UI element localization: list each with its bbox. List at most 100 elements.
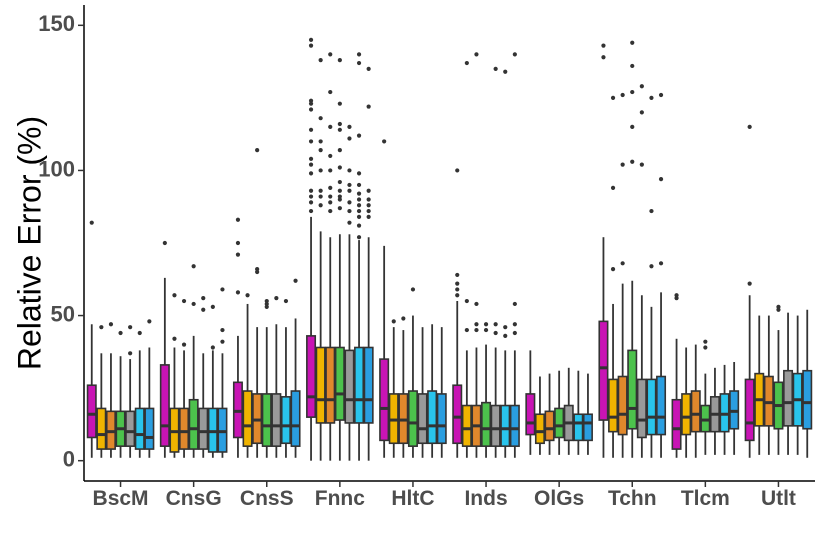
box xyxy=(344,349,355,424)
box xyxy=(159,364,170,447)
outlier-point xyxy=(503,69,508,74)
outlier-point xyxy=(308,101,314,106)
outlier-point xyxy=(337,188,342,193)
outlier-point xyxy=(658,261,664,266)
outlier-point xyxy=(747,281,752,286)
outlier-point xyxy=(337,194,342,199)
outlier-point xyxy=(308,139,314,144)
outlier-point xyxy=(255,148,260,153)
box-group-olgs xyxy=(525,350,593,455)
outlier-point xyxy=(703,339,708,344)
outlier-point xyxy=(630,63,635,69)
outlier-point xyxy=(201,307,206,312)
outlier-point xyxy=(308,171,314,176)
outlier-point xyxy=(162,240,167,246)
outlier-point xyxy=(264,298,269,304)
box xyxy=(681,393,692,436)
outlier-point xyxy=(474,52,479,57)
outlier-point xyxy=(347,124,352,130)
outlier-point xyxy=(649,95,654,100)
y-ticks: 0 50 100 150 xyxy=(38,11,84,471)
outlier-point xyxy=(337,179,342,185)
outlier-point xyxy=(366,208,371,214)
outlier-point xyxy=(220,287,225,292)
outlier-point xyxy=(658,92,664,98)
y-tick-label: 50 xyxy=(51,301,75,326)
box xyxy=(271,393,282,447)
outlier-point xyxy=(512,330,517,336)
outlier-point xyxy=(366,188,371,193)
outlier-point xyxy=(356,223,362,228)
outlier-point xyxy=(356,235,362,240)
x-tick-label: OlGs xyxy=(534,487,584,510)
box xyxy=(134,407,145,450)
outlier-point xyxy=(512,52,517,57)
outlier-point xyxy=(610,185,616,190)
box xyxy=(608,378,619,433)
x-ticks: BscM CnsG CnsS Fnnc HltC Inds OlGs Tchn Tlcm Utlt xyxy=(93,481,796,510)
box-group-bscm xyxy=(86,220,155,458)
outlier-point xyxy=(89,220,94,225)
outlier-point xyxy=(308,200,314,205)
box xyxy=(427,390,438,445)
x-tick-label: CnsG xyxy=(166,487,222,510)
outlier-point xyxy=(601,55,606,60)
outlier-point xyxy=(455,168,460,173)
outlier-point xyxy=(493,322,498,327)
outlier-point xyxy=(318,148,323,153)
box xyxy=(315,346,326,424)
outlier-point xyxy=(356,191,362,196)
outlier-point xyxy=(318,116,323,121)
box xyxy=(744,378,755,442)
outlier-point xyxy=(630,159,635,164)
outlier-point xyxy=(610,95,616,100)
x-tick-label: Inds xyxy=(464,487,507,510)
outlier-point xyxy=(210,345,215,350)
outlier-point xyxy=(356,60,362,66)
box xyxy=(407,390,418,447)
box xyxy=(334,346,345,421)
box xyxy=(627,349,638,430)
box xyxy=(461,404,472,447)
outlier-point xyxy=(630,40,635,45)
outlier-point xyxy=(649,264,654,269)
outlier-point xyxy=(347,182,352,188)
outlier-point xyxy=(776,304,781,309)
outlier-point xyxy=(347,188,352,193)
outlier-point xyxy=(191,264,196,269)
outlier-point xyxy=(210,304,215,309)
y-tick-label: 0 xyxy=(63,446,75,471)
outlier-point xyxy=(308,194,314,199)
outlier-point xyxy=(366,104,371,109)
outlier-point xyxy=(630,89,635,95)
outlier-point xyxy=(674,296,679,301)
box xyxy=(363,346,374,424)
box xyxy=(280,396,291,445)
box xyxy=(509,404,520,447)
outlier-point xyxy=(308,107,314,112)
box xyxy=(544,410,555,442)
outlier-point xyxy=(474,322,479,327)
outlier-point xyxy=(356,52,362,57)
y-tick-label: 150 xyxy=(38,11,75,36)
outlier-point xyxy=(601,43,606,48)
outlier-point xyxy=(512,301,517,307)
outlier-point xyxy=(337,58,342,63)
outlier-point xyxy=(630,124,635,130)
outlier-point xyxy=(337,127,342,132)
box xyxy=(582,413,593,442)
outlier-point xyxy=(455,293,460,298)
outlier-point xyxy=(455,287,460,292)
box xyxy=(636,378,647,439)
box xyxy=(573,413,584,442)
outlier-point xyxy=(464,327,469,333)
outlier-point xyxy=(172,293,177,298)
box xyxy=(261,393,272,447)
outlier-point xyxy=(308,43,314,48)
outlier-point xyxy=(235,240,241,246)
box xyxy=(96,407,107,450)
x-tick-label: Tlcm xyxy=(681,487,730,510)
outlier-point xyxy=(128,325,133,330)
box xyxy=(656,375,667,436)
